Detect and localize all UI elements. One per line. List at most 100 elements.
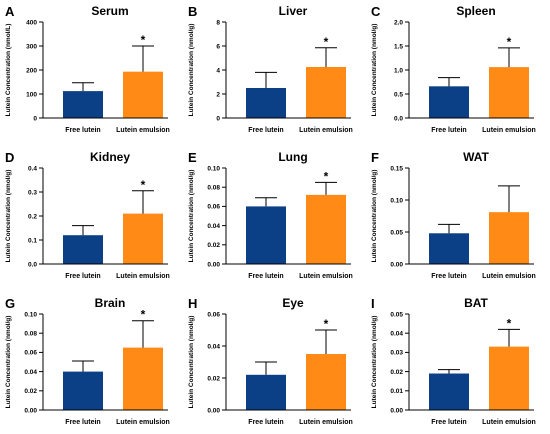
y-tick-label: 2 (216, 91, 220, 98)
y-tick-label: 8 (216, 19, 220, 26)
significance-marker: * (141, 178, 146, 192)
y-tick-label: 0.04 (390, 331, 403, 338)
panel-letter: D (5, 150, 14, 165)
chart-title-wat: WAT (463, 150, 489, 164)
panel-letter: E (188, 150, 197, 165)
y-tick-label: 0.05 (390, 229, 403, 236)
y-tick-label: 0.05 (390, 311, 403, 318)
x-tick-label: Lutein emulsion (482, 419, 536, 426)
y-axis-title: Lutein Concentration (nmol/g) (5, 170, 12, 263)
y-tick-label: 0.01 (390, 388, 403, 395)
chart-panel: G Brain Lutein Concentration (nmol/g) 0.00 0… (5, 296, 170, 426)
panel-letter: G (5, 296, 15, 311)
y-tick-label: 0.2 (28, 213, 37, 220)
significance-marker: * (324, 169, 329, 183)
y-tick-label: 0.03 (390, 350, 403, 357)
y-tick-label: 0.00 (390, 407, 403, 414)
y-tick-label: 2.0 (394, 19, 403, 26)
bar-free-lutein (63, 91, 103, 118)
y-tick-label: 0.06 (207, 204, 220, 211)
y-tick-label: 0.00 (207, 261, 220, 268)
y-tick-label: 0.5 (394, 91, 403, 98)
y-tick-label: 0.3 (28, 189, 37, 196)
bar-free-lutein (246, 206, 286, 264)
y-tick-label: 4 (216, 67, 220, 74)
y-tick-label: 100 (26, 91, 37, 98)
y-axis-title: Lutein Concentration (nmol/g) (188, 24, 195, 117)
x-tick-label: Free lutein (248, 273, 283, 280)
y-tick-label: 0.04 (207, 223, 220, 230)
chart-panel: I BAT Lutein Concentration (nmol/g) 0.00 0.0… (371, 296, 536, 426)
bar-free-lutein (429, 233, 469, 264)
panel-letter: I (371, 296, 375, 311)
chart-panel: D Kidney Lutein Concentration (nmol/g) 0.0 0… (5, 150, 170, 280)
x-tick-label: Lutein emulsion (299, 273, 353, 280)
y-tick-label: 0.06 (24, 350, 37, 357)
significance-marker: * (507, 35, 512, 49)
chart-title-spleen: Spleen (456, 4, 495, 18)
bar-lutein-emulsion (123, 213, 163, 264)
bar-lutein-emulsion (489, 67, 529, 118)
x-tick-label: Lutein emulsion (482, 127, 536, 134)
bar-lutein-emulsion (306, 354, 346, 410)
y-tick-label: 300 (26, 43, 37, 50)
significance-marker: * (324, 35, 329, 49)
chart-panel: F WAT Lutein Concentration (nmol/g) 0.00 0.0… (371, 150, 536, 280)
chart-title-eye: Eye (282, 296, 304, 310)
x-tick-label: Free lutein (65, 419, 100, 426)
chart-panel: C Spleen Lutein Concentration (nmol/g) 0.0 0… (371, 4, 536, 134)
y-tick-label: 0.00 (390, 261, 403, 268)
x-tick-label: Lutein emulsion (482, 273, 536, 280)
chart-title-liver: Liver (279, 4, 308, 18)
y-tick-label: 0.08 (24, 331, 37, 338)
y-tick-label: 6 (216, 43, 220, 50)
y-tick-label: 0.10 (207, 165, 220, 172)
y-axis-title: Lutein Concentration (nmol/g) (371, 24, 378, 117)
bar-lutein-emulsion (306, 194, 346, 264)
y-tick-label: 200 (26, 67, 37, 74)
y-tick-label: 0.02 (207, 375, 220, 382)
y-tick-label: 0.10 (24, 311, 37, 318)
bar-free-lutein (63, 235, 103, 264)
panel-letter: F (371, 150, 379, 165)
x-tick-label: Lutein emulsion (116, 273, 170, 280)
y-axis-title: Lutein Concentration (nmol/g) (371, 316, 378, 409)
significance-marker: * (324, 317, 329, 331)
chart-title-serum: Serum (91, 4, 128, 18)
y-tick-label: 400 (26, 19, 37, 26)
y-tick-label: 0.00 (207, 407, 220, 414)
y-tick-label: 0 (33, 115, 37, 122)
x-tick-label: Lutein emulsion (299, 419, 353, 426)
bar-lutein-emulsion (489, 346, 529, 410)
y-tick-label: 0.4 (28, 165, 37, 172)
y-tick-label: 0.02 (390, 369, 403, 376)
x-tick-label: Free lutein (248, 419, 283, 426)
significance-marker: * (507, 316, 512, 330)
y-axis-title: Lutein Concentration (nmol/g) (5, 316, 12, 409)
y-axis-title: Lutein Concentration (nmol/g) (371, 170, 378, 263)
x-tick-label: Lutein emulsion (299, 127, 353, 134)
y-tick-label: 0.02 (24, 388, 37, 395)
bar-free-lutein (429, 373, 469, 410)
x-tick-label: Free lutein (431, 419, 466, 426)
chart-panel: E Lung Lutein Concentration (nmol/g) 0.00 0.… (188, 150, 353, 280)
x-tick-label: Free lutein (248, 127, 283, 134)
y-axis-title: Lutein Concentration (nmol/L) (5, 24, 12, 117)
x-tick-label: Lutein emulsion (116, 419, 170, 426)
x-tick-label: Free lutein (431, 273, 466, 280)
bar-free-lutein (63, 371, 103, 410)
y-tick-label: 1.5 (394, 43, 403, 50)
bar-lutein-emulsion (123, 347, 163, 410)
y-tick-label: 0.06 (207, 311, 220, 318)
chart-title-kidney: Kidney (90, 150, 130, 164)
y-tick-label: 0.1 (28, 237, 37, 244)
bar-lutein-emulsion (306, 67, 346, 118)
panel-letter: B (188, 4, 197, 19)
y-axis-title: Lutein Concentration (nmol/g) (188, 170, 195, 263)
chart-title-lung: Lung (278, 150, 307, 164)
y-tick-label: 0.0 (394, 115, 403, 122)
y-tick-label: 0.04 (207, 343, 220, 350)
chart-title-brain: Brain (95, 296, 126, 310)
y-tick-label: 0 (216, 115, 220, 122)
